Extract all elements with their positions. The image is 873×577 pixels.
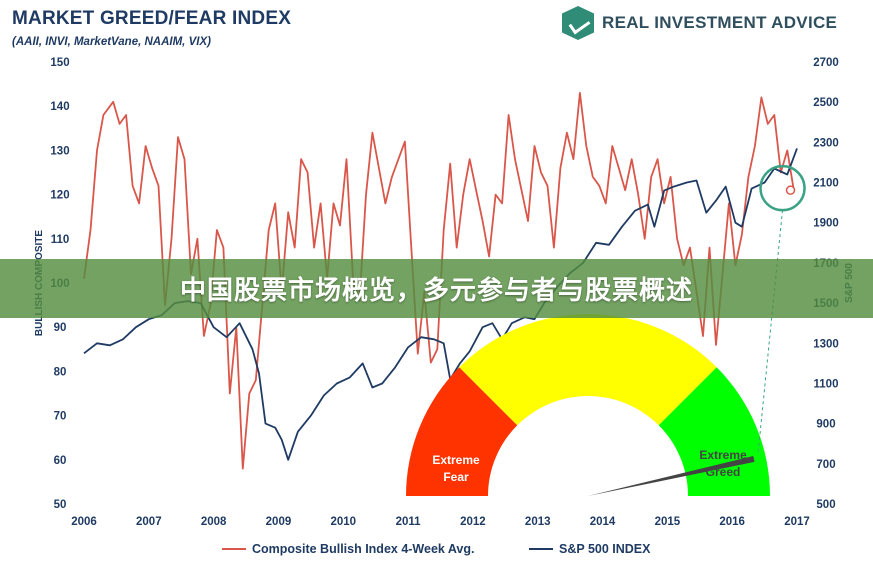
right-tick-label: 1300 (813, 338, 839, 350)
x-tick-label: 2009 (266, 516, 292, 528)
gauge-segment-neutral (459, 314, 717, 426)
right-tick-label: 1100 (814, 378, 839, 390)
x-tick-label: 2015 (655, 516, 681, 528)
x-tick-label: 2016 (719, 516, 745, 528)
brand: REAL INVESTMENT ADVICE (562, 6, 837, 40)
x-tick-label: 2007 (136, 516, 162, 528)
x-tick-label: 2006 (71, 516, 97, 528)
left-tick-label: 90 (54, 322, 67, 334)
gauge-label-greed-1: Extreme (699, 448, 747, 462)
right-tick-label: 2700 (813, 57, 839, 69)
right-tick-label: 2500 (813, 97, 839, 109)
x-tick-label: 2012 (460, 516, 486, 528)
brand-name: REAL INVESTMENT ADVICE (602, 13, 838, 32)
right-tick-label: 1900 (813, 218, 839, 230)
left-tick-label: 70 (54, 411, 67, 423)
right-tick-label: 700 (816, 459, 835, 471)
chart-title: MARKET GREED/FEAR INDEX (12, 8, 292, 29)
x-tick-label: 2010 (330, 516, 356, 528)
legend-swatch-bullish (222, 548, 246, 550)
gauge-label-fear-1: Extreme (432, 453, 480, 467)
annotation-point (785, 185, 796, 195)
brand-logo-icon (562, 6, 594, 40)
left-tick-label: 140 (50, 101, 69, 113)
banner-text: 中国股票市场概览，多元参与者与股票概述 (179, 275, 693, 305)
x-tick-label: 2014 (590, 516, 616, 528)
left-tick-label: 120 (50, 190, 69, 202)
x-tick-label: 2017 (784, 516, 810, 528)
right-tick-label: 2300 (813, 137, 839, 149)
left-tick-label: 80 (54, 366, 67, 378)
x-tick-label: 2008 (201, 516, 227, 528)
right-tick-label: 500 (816, 499, 835, 511)
legend-label-sp500: S&P 500 INDEX (559, 542, 651, 556)
legend-label-bullish: Composite Bullish Index 4-Week Avg. (252, 542, 475, 556)
gauge-needle (588, 455, 755, 496)
gauge-segment-fear (406, 367, 518, 496)
left-tick-label: 150 (50, 57, 69, 69)
right-tick-label: 900 (816, 419, 835, 431)
left-tick-label: 130 (50, 145, 69, 157)
legend-item-sp500: S&P 500 INDEX (529, 542, 650, 556)
left-tick-label: 50 (54, 499, 67, 511)
chart-subtitle: (AAII, INVI, MarketVane, NAAIM, VIX) (12, 36, 211, 48)
x-tick-label: 2013 (525, 516, 551, 528)
x-tick-label: 2011 (396, 516, 422, 528)
right-tick-label: 2100 (813, 178, 839, 190)
gauge-label-fear-2: Fear (443, 470, 469, 484)
annotation-pointer (757, 210, 784, 455)
overlay-banner: 中国股票市场概览，多元参与者与股票概述 (0, 259, 873, 318)
left-tick-label: 60 (54, 455, 67, 467)
legend-item-bullish: Composite Bullish Index 4-Week Avg. (222, 542, 475, 556)
legend-swatch-sp500 (529, 548, 553, 550)
left-tick-label: 110 (51, 234, 70, 246)
